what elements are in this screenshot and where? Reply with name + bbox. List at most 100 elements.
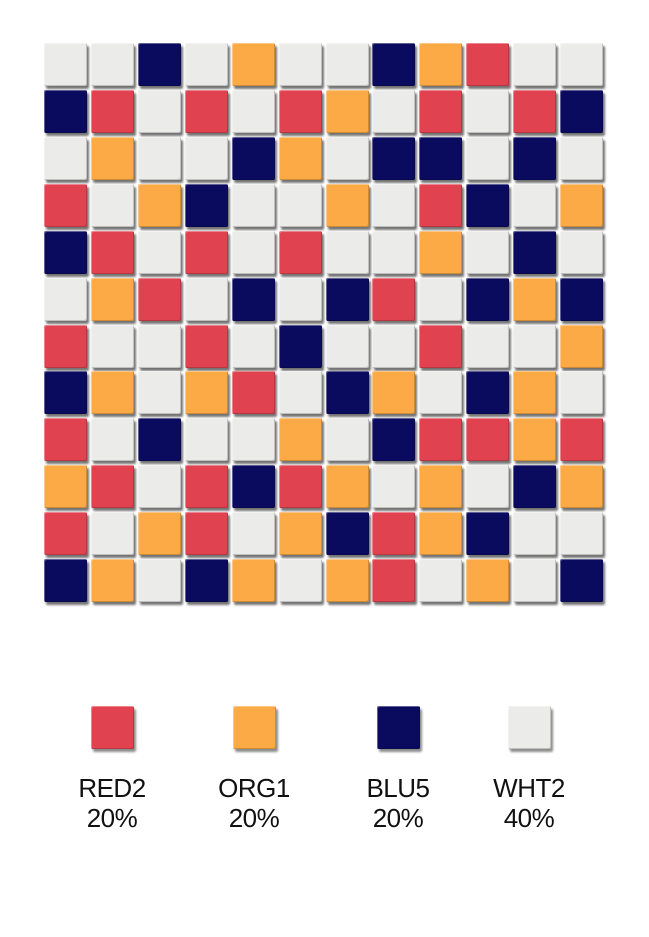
mosaic-tile-red2 xyxy=(372,512,415,555)
mosaic-tile-red2 xyxy=(419,90,462,133)
mosaic-tile-wht2 xyxy=(279,371,322,414)
mosaic-tile-org1 xyxy=(372,371,415,414)
mosaic-tile-wht2 xyxy=(560,43,603,86)
mosaic-tile-red2 xyxy=(185,325,228,368)
legend-code: BLU5 xyxy=(366,773,430,803)
mosaic-tile-wht2 xyxy=(513,184,556,227)
mosaic-tile-wht2 xyxy=(513,512,556,555)
mosaic-tile-wht2 xyxy=(372,231,415,274)
mosaic-tile-wht2 xyxy=(419,559,462,602)
mosaic-tile-red2 xyxy=(91,231,134,274)
mosaic-tile-wht2 xyxy=(44,137,87,180)
legend-percent: 20% xyxy=(372,803,424,833)
mosaic-tile-wht2 xyxy=(326,231,369,274)
mosaic-tile-org1 xyxy=(513,418,556,461)
mosaic-tile-red2 xyxy=(419,184,462,227)
mosaic-tile-wht2 xyxy=(560,231,603,274)
mosaic-tile-red2 xyxy=(185,90,228,133)
mosaic-tile-wht2 xyxy=(279,559,322,602)
legend-percent: 20% xyxy=(228,803,280,833)
mosaic-tile-blu5 xyxy=(326,278,369,321)
mosaic-tile-wht2 xyxy=(232,184,275,227)
mosaic-tile-red2 xyxy=(560,418,603,461)
mosaic-tile-org1 xyxy=(138,512,181,555)
mosaic-tile-wht2 xyxy=(466,465,509,508)
wht2-color-swatch xyxy=(507,706,551,749)
mosaic-tile-wht2 xyxy=(138,465,181,508)
mosaic-tile-wht2 xyxy=(91,512,134,555)
mosaic-tile-org1 xyxy=(91,559,134,602)
mosaic-tile-red2 xyxy=(91,465,134,508)
mosaic-tile-wht2 xyxy=(138,325,181,368)
mosaic-tile-blu5 xyxy=(44,371,87,414)
mosaic-tile-blu5 xyxy=(232,278,275,321)
mosaic-tile-blu5 xyxy=(560,90,603,133)
mosaic-tile-blu5 xyxy=(232,465,275,508)
mosaic-tile-wht2 xyxy=(372,184,415,227)
mosaic-tile-org1 xyxy=(419,43,462,86)
mosaic-tile-red2 xyxy=(466,418,509,461)
mosaic-tile-blu5 xyxy=(138,418,181,461)
mosaic-tile-red2 xyxy=(279,465,322,508)
mosaic-tile-blu5 xyxy=(466,512,509,555)
mosaic-tile-blu5 xyxy=(372,43,415,86)
mosaic-tile-org1 xyxy=(326,465,369,508)
mosaic-tile-wht2 xyxy=(91,43,134,86)
mosaic-tile-wht2 xyxy=(44,43,87,86)
mosaic-tile-org1 xyxy=(466,559,509,602)
mosaic-tile-wht2 xyxy=(91,325,134,368)
mosaic-tile-wht2 xyxy=(326,43,369,86)
mosaic-tile-blu5 xyxy=(44,559,87,602)
mosaic-tile-blu5 xyxy=(560,559,603,602)
mosaic-tile-blu5 xyxy=(560,278,603,321)
mosaic-tile-wht2 xyxy=(138,231,181,274)
mosaic-tile-red2 xyxy=(513,90,556,133)
legend-item-red2: RED2 20% xyxy=(52,706,172,833)
mosaic-tile-blu5 xyxy=(513,465,556,508)
legend-percent: 20% xyxy=(86,803,138,833)
mosaic-tile-blu5 xyxy=(326,371,369,414)
mosaic-tile-org1 xyxy=(419,231,462,274)
mosaic-tile-org1 xyxy=(44,465,87,508)
mosaic-tile-blu5 xyxy=(419,137,462,180)
mosaic-tile-wht2 xyxy=(513,325,556,368)
mosaic-tile-wht2 xyxy=(466,231,509,274)
mosaic-tile-red2 xyxy=(185,465,228,508)
mosaic-tile-org1 xyxy=(560,184,603,227)
mosaic-tile-wht2 xyxy=(232,231,275,274)
red2-color-swatch xyxy=(90,706,134,749)
mosaic-tile-red2 xyxy=(91,90,134,133)
mosaic-tile-org1 xyxy=(513,278,556,321)
legend-item-wht2: WHT2 40% xyxy=(469,706,589,833)
mosaic-tile-org1 xyxy=(232,559,275,602)
mosaic-tile-red2 xyxy=(185,231,228,274)
mosaic-tile-blu5 xyxy=(44,90,87,133)
mosaic-tile-org1 xyxy=(91,371,134,414)
mosaic-tile-org1 xyxy=(279,418,322,461)
mosaic-tile-blu5 xyxy=(44,231,87,274)
mosaic-tile-grid xyxy=(44,43,607,606)
mosaic-tile-red2 xyxy=(185,512,228,555)
mosaic-tile-wht2 xyxy=(560,137,603,180)
mosaic-tile-red2 xyxy=(372,278,415,321)
mosaic-tile-wht2 xyxy=(91,418,134,461)
mosaic-tile-blu5 xyxy=(372,137,415,180)
mosaic-tile-org1 xyxy=(326,559,369,602)
mosaic-tile-org1 xyxy=(185,371,228,414)
mosaic-tile-wht2 xyxy=(44,278,87,321)
mosaic-tile-blu5 xyxy=(232,137,275,180)
mosaic-tile-org1 xyxy=(560,465,603,508)
mosaic-tile-wht2 xyxy=(466,137,509,180)
mosaic-tile-red2 xyxy=(44,418,87,461)
mosaic-tile-wht2 xyxy=(138,90,181,133)
mosaic-tile-org1 xyxy=(513,371,556,414)
mosaic-tile-wht2 xyxy=(513,559,556,602)
mosaic-tile-wht2 xyxy=(232,418,275,461)
mosaic-tile-blu5 xyxy=(513,137,556,180)
mosaic-tile-wht2 xyxy=(326,325,369,368)
mosaic-tile-org1 xyxy=(91,137,134,180)
mosaic-tile-red2 xyxy=(279,90,322,133)
mosaic-tile-red2 xyxy=(466,43,509,86)
mosaic-tile-blu5 xyxy=(466,278,509,321)
mosaic-tile-wht2 xyxy=(138,371,181,414)
